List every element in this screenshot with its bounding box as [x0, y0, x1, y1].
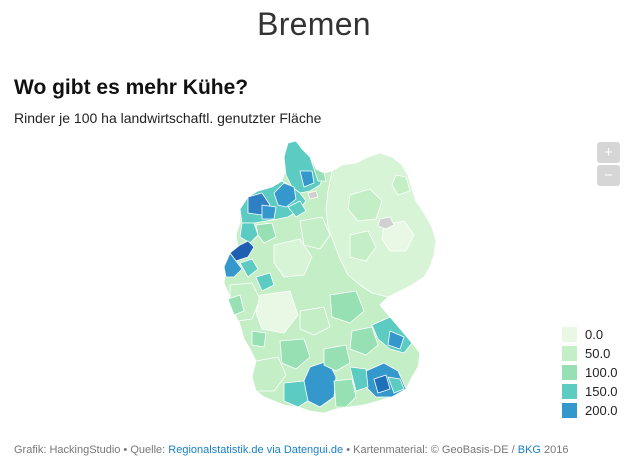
legend-label: 100.0	[585, 364, 618, 380]
legend-item: 0.0	[562, 325, 618, 343]
footer-grafik: Grafik: HackingStudio • Quelle:	[14, 444, 169, 456]
footer-credits: Grafik: HackingStudio • Quelle: Regional…	[14, 444, 569, 456]
page-title: Bremen	[257, 6, 371, 42]
footer-kartenmaterial: • Kartenmaterial: © GeoBasis-DE /	[343, 444, 518, 456]
legend-swatch	[562, 402, 577, 418]
legend-item: 150.0	[562, 382, 618, 400]
chart-subtitle: Rinder je 100 ha landwirtschaftl. genutz…	[14, 110, 322, 126]
legend-item: 50.0	[562, 344, 618, 362]
zoom-out-button[interactable]: −	[597, 165, 620, 186]
source-link[interactable]: Regionalstatistik.de via Datengui.de	[168, 444, 344, 456]
germany-choropleth-map[interactable]	[200, 135, 460, 425]
map-region-hamburg	[307, 190, 319, 200]
legend-swatch	[562, 326, 577, 342]
legend-item: 100.0	[562, 363, 618, 381]
bkg-link[interactable]: BKG	[517, 444, 541, 456]
zoom-controls: + −	[597, 142, 620, 188]
zoom-in-button[interactable]: +	[597, 142, 620, 163]
legend: 0.0 50.0 100.0 150.0 200.0	[562, 325, 618, 420]
footer-year: 2016	[540, 444, 569, 456]
map-region-berlin	[377, 216, 395, 230]
legend-swatch	[562, 364, 577, 380]
legend-label: 200.0	[585, 402, 618, 418]
legend-label: 150.0	[585, 383, 618, 399]
legend-label: 0.0	[585, 326, 604, 342]
legend-swatch	[562, 345, 577, 361]
legend-swatch	[562, 383, 577, 399]
legend-item: 200.0	[562, 401, 618, 419]
chart-title: Wo gibt es mehr Kühe?	[14, 76, 249, 99]
legend-label: 50.0	[585, 345, 611, 361]
map-region-schleswig-holstein	[283, 140, 325, 194]
